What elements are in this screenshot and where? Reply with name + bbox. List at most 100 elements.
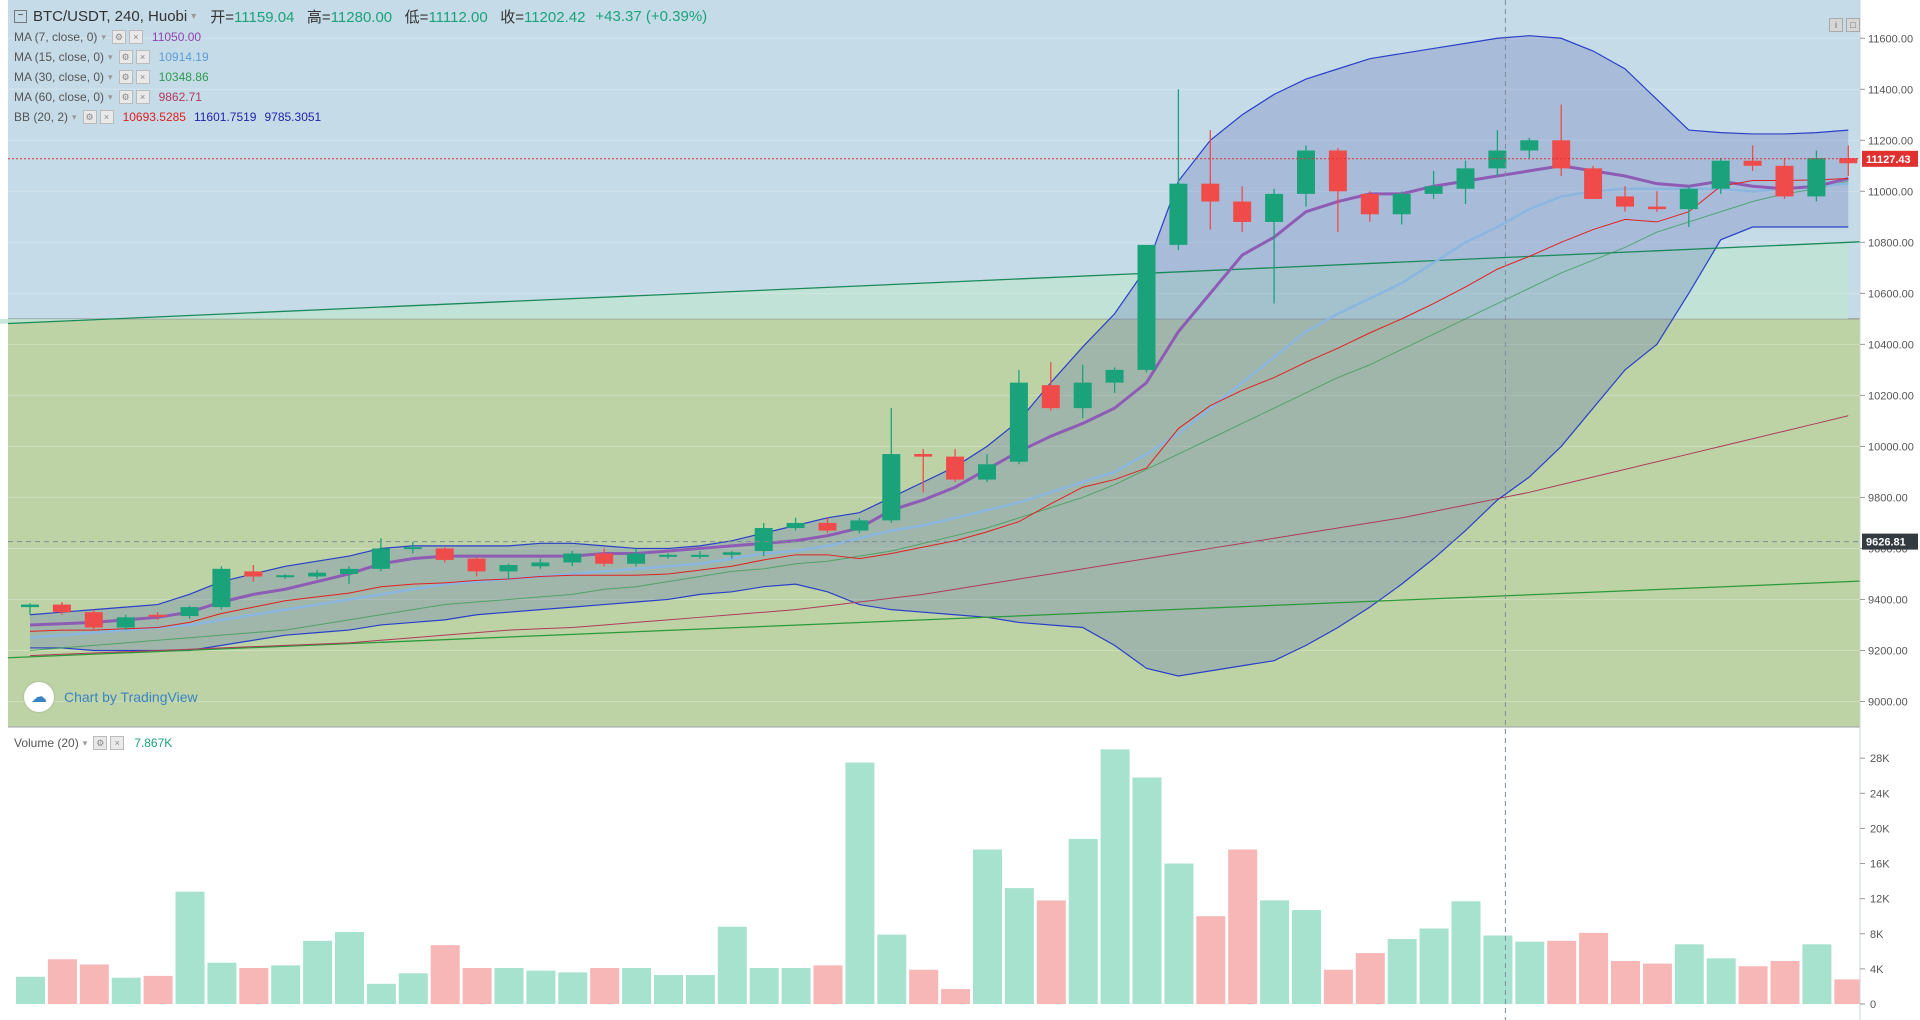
settings-icon[interactable]: ⚙ xyxy=(93,736,108,750)
volume-legend[interactable]: Volume (20) ▾ ⚙ × 7.867K xyxy=(14,736,173,750)
remove-icon[interactable]: × xyxy=(135,50,150,64)
volume-bar xyxy=(877,934,907,1004)
settings-icon[interactable]: ⚙ xyxy=(118,70,133,84)
candle xyxy=(212,566,231,610)
chevron-down-icon[interactable]: ▾ xyxy=(72,111,77,122)
chevron-down-icon[interactable]: ▾ xyxy=(108,71,113,82)
volume-bar xyxy=(1355,953,1385,1004)
price-tick-label: 10200.00 xyxy=(1868,390,1914,402)
remove-icon[interactable]: × xyxy=(128,30,143,44)
chevron-down-icon[interactable]: ▾ xyxy=(191,11,197,22)
candle xyxy=(722,550,741,559)
trend-lines[interactable] xyxy=(0,241,1860,659)
legend-bb[interactable]: BB (20, 2) ▾ ⚙ × 10693.5285 11601.7519 978… xyxy=(14,110,322,124)
price-axis[interactable]: 9000.009200.009400.009600.009800.0010000… xyxy=(1859,0,1920,1020)
candle-body xyxy=(1169,183,1188,245)
candle-body xyxy=(1424,186,1443,194)
candle xyxy=(563,550,582,567)
candle xyxy=(21,603,39,615)
candle xyxy=(946,448,965,483)
candle xyxy=(786,517,805,531)
candle-body xyxy=(1711,160,1730,189)
price-pane[interactable] xyxy=(0,35,1860,677)
settings-icon[interactable]: ⚙ xyxy=(118,90,133,104)
remove-icon[interactable]: × xyxy=(99,110,114,124)
legend-ma30[interactable]: MA (30, close, 0) ▾ ⚙ × 10348.86 xyxy=(14,70,209,84)
volume-bar xyxy=(47,959,77,1004)
price-tags: 11127.43 9626.81 xyxy=(1862,150,1918,550)
candle xyxy=(1807,150,1826,202)
chevron-down-icon[interactable]: ▾ xyxy=(108,91,113,102)
volume-axis[interactable]: 0 4K 8K 12K 16K 20K 24K 28K xyxy=(1860,753,1890,1011)
symbol-title: BTC/USDT, 240, Huobi xyxy=(33,8,188,25)
tradingview-watermark[interactable]: ☁ Chart by TradingView xyxy=(24,682,198,712)
candle xyxy=(180,605,199,619)
collapse-icon[interactable]: − xyxy=(14,10,27,23)
volume-bar xyxy=(781,968,811,1004)
volume-bar xyxy=(1419,928,1449,1004)
candle-body xyxy=(1743,160,1762,166)
chevron-down-icon[interactable]: ▾ xyxy=(101,31,106,42)
volume-bar xyxy=(111,977,141,1004)
volume-bar xyxy=(1132,777,1162,1004)
volume-bar xyxy=(526,970,556,1004)
candle xyxy=(340,566,358,585)
candle xyxy=(435,547,454,563)
settings-icon[interactable]: ⚙ xyxy=(118,50,133,64)
candle-body xyxy=(84,612,103,628)
candle xyxy=(1743,145,1762,171)
legend-ma7[interactable]: MA (7, close, 0) ▾ ⚙ × 11050.00 xyxy=(14,30,202,44)
cloud-icon: ☁ xyxy=(24,682,54,712)
symbol-legend: − BTC/USDT, 240, Huobi ▾ 开=11159.04 高=11… xyxy=(14,6,707,27)
info-icon[interactable]: i xyxy=(1829,18,1843,32)
candle-body xyxy=(1105,369,1124,383)
remove-icon[interactable]: × xyxy=(110,736,125,750)
settings-icon[interactable]: ⚙ xyxy=(111,30,126,44)
volume-bar xyxy=(845,762,875,1004)
candle xyxy=(1647,191,1666,212)
volume-bar xyxy=(335,932,364,1004)
volume-pane[interactable] xyxy=(16,749,1863,1004)
candle xyxy=(1009,369,1028,465)
ma30-line xyxy=(29,180,1849,651)
volume-bar xyxy=(1451,901,1481,1004)
settings-icon[interactable]: ⚙ xyxy=(82,110,97,124)
candle-body xyxy=(1488,150,1507,169)
trend-line xyxy=(8,580,1860,659)
volume-bar xyxy=(654,975,683,1004)
volume-bar xyxy=(1036,900,1066,1004)
candle xyxy=(52,602,71,615)
volume-bar xyxy=(1802,944,1832,1004)
remove-icon[interactable]: × xyxy=(135,70,150,84)
candle xyxy=(1328,147,1347,233)
chevron-down-icon[interactable]: ▾ xyxy=(108,51,113,62)
volume-bar xyxy=(430,945,460,1004)
price-tick-label: 9400.00 xyxy=(1868,594,1908,606)
ma15-line xyxy=(29,182,1849,639)
maximize-icon[interactable]: □ xyxy=(1846,18,1860,32)
volume-bar xyxy=(909,969,939,1004)
remove-icon[interactable]: × xyxy=(135,90,150,104)
legend-ma60[interactable]: MA (60, close, 0) ▾ ⚙ × 9862.71 xyxy=(14,90,202,104)
candle-body xyxy=(148,614,167,617)
bb-lower-line xyxy=(30,226,1849,677)
candlesticks xyxy=(21,89,1858,631)
volume-bar xyxy=(1579,932,1609,1004)
candle-body xyxy=(403,547,422,550)
legend-ma15[interactable]: MA (15, close, 0) ▾ ⚙ × 10914.19 xyxy=(14,50,209,64)
candle-body xyxy=(786,522,805,529)
candle xyxy=(595,548,614,567)
volume-bar xyxy=(1515,941,1545,1004)
candle-body xyxy=(1360,193,1379,215)
volume-tick-label: 4K xyxy=(1870,964,1884,976)
candle xyxy=(914,448,933,493)
candle-body xyxy=(754,528,773,551)
moving-average-lines xyxy=(29,164,1849,657)
candle-body xyxy=(1328,150,1347,192)
candle xyxy=(1679,186,1698,228)
chevron-down-icon[interactable]: ▾ xyxy=(82,737,88,748)
price-tick-label: 10800.00 xyxy=(1868,237,1914,249)
volume-tick-label: 8K xyxy=(1870,929,1884,941)
candle xyxy=(1137,244,1156,373)
